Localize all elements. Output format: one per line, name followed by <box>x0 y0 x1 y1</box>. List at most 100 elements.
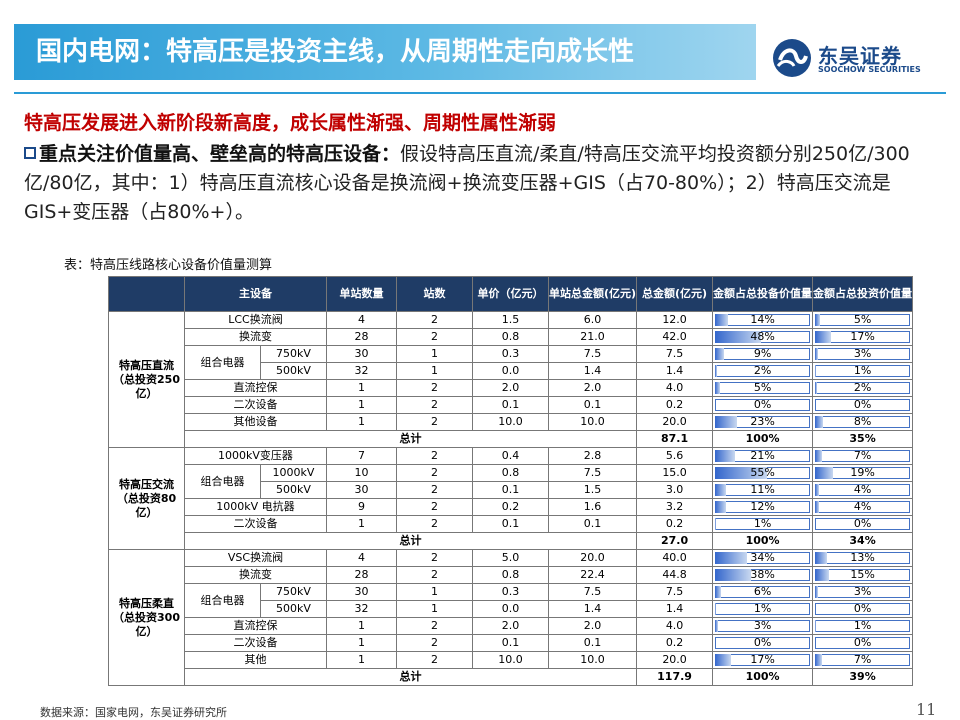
qty-cell: 28 <box>326 566 397 584</box>
table-row: 二次设备 1 2 0.1 0.1 0.2 1% 0% <box>109 515 914 533</box>
share-equip-cell: 55% <box>712 464 814 482</box>
total-cell: 12.0 <box>636 311 714 329</box>
total-cell: 42.0 <box>636 328 714 346</box>
device-name: 组合电器 <box>184 583 261 618</box>
share-equip-cell-value: 14% <box>750 313 775 326</box>
station-total-cell: 6.0 <box>547 311 638 329</box>
total-label: 总计 <box>183 532 638 550</box>
share-invest-cell-bar <box>815 365 816 377</box>
share-invest-cell-value: 0% <box>853 517 872 530</box>
total-cell: 3.2 <box>636 498 714 516</box>
share-invest-cell-value: 13% <box>850 551 875 564</box>
header-price: 单价（亿元） <box>472 276 549 312</box>
table-row: 组合电器 750kV 30 1 0.3 7.5 7.5 6% 3% <box>109 583 914 618</box>
share-equip-cell: 6% <box>712 583 814 601</box>
stations-cell: 2 <box>396 549 473 567</box>
table-row: 特高压柔直（总投资300亿） VSC换流阀 4 2 5.0 20.0 40.0 34% 13% <box>108 549 914 686</box>
group-label: 特高压柔直（总投资300亿） <box>108 549 185 686</box>
share-invest-cell-bar <box>815 620 816 632</box>
logo-chinese-name: 东吴证券 <box>818 44 902 68</box>
total-share-equip: 100% <box>712 532 814 550</box>
table-row: 直流控保 1 2 2.0 2.0 4.0 5% 2% <box>109 379 914 397</box>
share-invest-cell-bar <box>815 484 819 496</box>
data-source: 数据来源：国家电网，东吴证券研究所 <box>40 706 227 719</box>
price-cell: 0.0 <box>472 600 549 618</box>
total-share-invest: 39% <box>812 668 914 686</box>
total-label: 总计 <box>183 430 638 448</box>
qty-cell: 32 <box>326 362 397 380</box>
share-invest-cell: 19% <box>812 464 914 482</box>
stations-cell: 2 <box>396 651 473 669</box>
share-invest-cell-value: 3% <box>853 347 872 360</box>
qty-cell: 1 <box>326 515 397 533</box>
stations-cell: 2 <box>396 328 473 346</box>
share-equip-cell: 1% <box>712 515 814 533</box>
qty-cell: 28 <box>326 328 397 346</box>
share-equip-cell: 34% <box>712 549 814 567</box>
header-total: 总金额(亿元) <box>636 276 714 312</box>
device-name: LCC换流阀 <box>184 311 327 329</box>
qty-cell: 30 <box>326 345 397 363</box>
table-row: 换流变 28 2 0.8 22.4 44.8 38% 15% <box>109 566 914 584</box>
total-row: 总计 87.1 100% 35% <box>109 430 914 448</box>
table-row: 其他设备 1 2 10.0 10.0 20.0 23% 8% <box>109 413 914 431</box>
stations-cell: 1 <box>396 362 473 380</box>
headline: 特高压发展进入新阶段新高度，成长属性渐强、周期性属性渐弱 <box>24 112 557 134</box>
device-name: 1000kV变压器 <box>184 447 327 465</box>
share-equip-cell-bar <box>715 365 717 377</box>
share-invest-cell-value: 4% <box>853 500 872 513</box>
station-total-cell: 7.5 <box>547 464 638 482</box>
share-invest-cell: 2% <box>812 379 914 397</box>
share-invest-cell-value: 5% <box>853 313 872 326</box>
total-cell: 1.4 <box>636 362 714 380</box>
stations-cell: 2 <box>396 634 473 652</box>
share-invest-cell-bar <box>815 586 818 598</box>
table-row: 二次设备 1 2 0.1 0.1 0.2 0% 0% <box>109 396 914 414</box>
share-invest-cell: 7% <box>812 447 914 465</box>
body-text: 假设特高压直流/柔直/特高压交流平均投资额分别250亿/300亿/80亿，其中：… <box>24 143 910 223</box>
price-cell: 0.4 <box>472 447 549 465</box>
share-equip-cell: 17% <box>712 651 814 669</box>
share-invest-cell: 1% <box>812 362 914 380</box>
station-total-cell: 0.1 <box>547 634 638 652</box>
price-cell: 1.5 <box>472 311 549 329</box>
qty-cell: 4 <box>326 549 397 567</box>
share-equip-cell: 48% <box>712 328 814 346</box>
total-share-equip: 100% <box>712 668 814 686</box>
station-total-cell: 7.5 <box>547 583 638 601</box>
share-equip-cell-value: 1% <box>753 517 772 530</box>
share-invest-cell: 4% <box>812 481 914 499</box>
stations-cell: 2 <box>396 617 473 635</box>
share-invest-cell-value: 7% <box>853 449 872 462</box>
total-cell: 0.2 <box>636 396 714 414</box>
qty-cell: 4 <box>326 311 397 329</box>
total-amount: 87.1 <box>636 430 714 448</box>
share-equip-cell-value: 5% <box>753 381 772 394</box>
station-total-cell: 0.1 <box>547 396 638 414</box>
total-cell: 7.5 <box>636 345 714 363</box>
table-row: 组合电器 1000kV 10 2 0.8 7.5 15.0 55% 19% <box>109 464 914 499</box>
share-equip-cell-bar <box>715 552 748 564</box>
total-share-equip: 100% <box>712 430 814 448</box>
page-number: 11 <box>916 700 937 719</box>
qty-cell: 9 <box>326 498 397 516</box>
header-device: 主设备 <box>184 276 327 312</box>
qty-cell: 1 <box>326 396 397 414</box>
share-equip-cell-value: 11% <box>750 483 775 496</box>
table-row: 1000kV 电抗器 9 2 0.2 1.6 3.2 12% 4% <box>109 498 914 516</box>
share-equip-cell-value: 21% <box>750 449 775 462</box>
qty-cell: 1 <box>326 651 397 669</box>
stations-cell: 2 <box>396 311 473 329</box>
square-bullet-icon <box>24 147 36 159</box>
qty-cell: 30 <box>326 481 397 499</box>
share-equip-cell-value: 23% <box>750 415 775 428</box>
share-equip-cell-value: 2% <box>753 364 772 377</box>
share-invest-cell-value: 19% <box>850 466 875 479</box>
total-cell: 1.4 <box>636 600 714 618</box>
stations-cell: 2 <box>396 413 473 431</box>
share-equip-cell-value: 1% <box>753 602 772 615</box>
share-equip-cell-value: 38% <box>750 568 775 581</box>
station-total-cell: 7.5 <box>547 345 638 363</box>
share-invest-cell-bar <box>815 382 817 394</box>
price-cell: 10.0 <box>472 651 549 669</box>
